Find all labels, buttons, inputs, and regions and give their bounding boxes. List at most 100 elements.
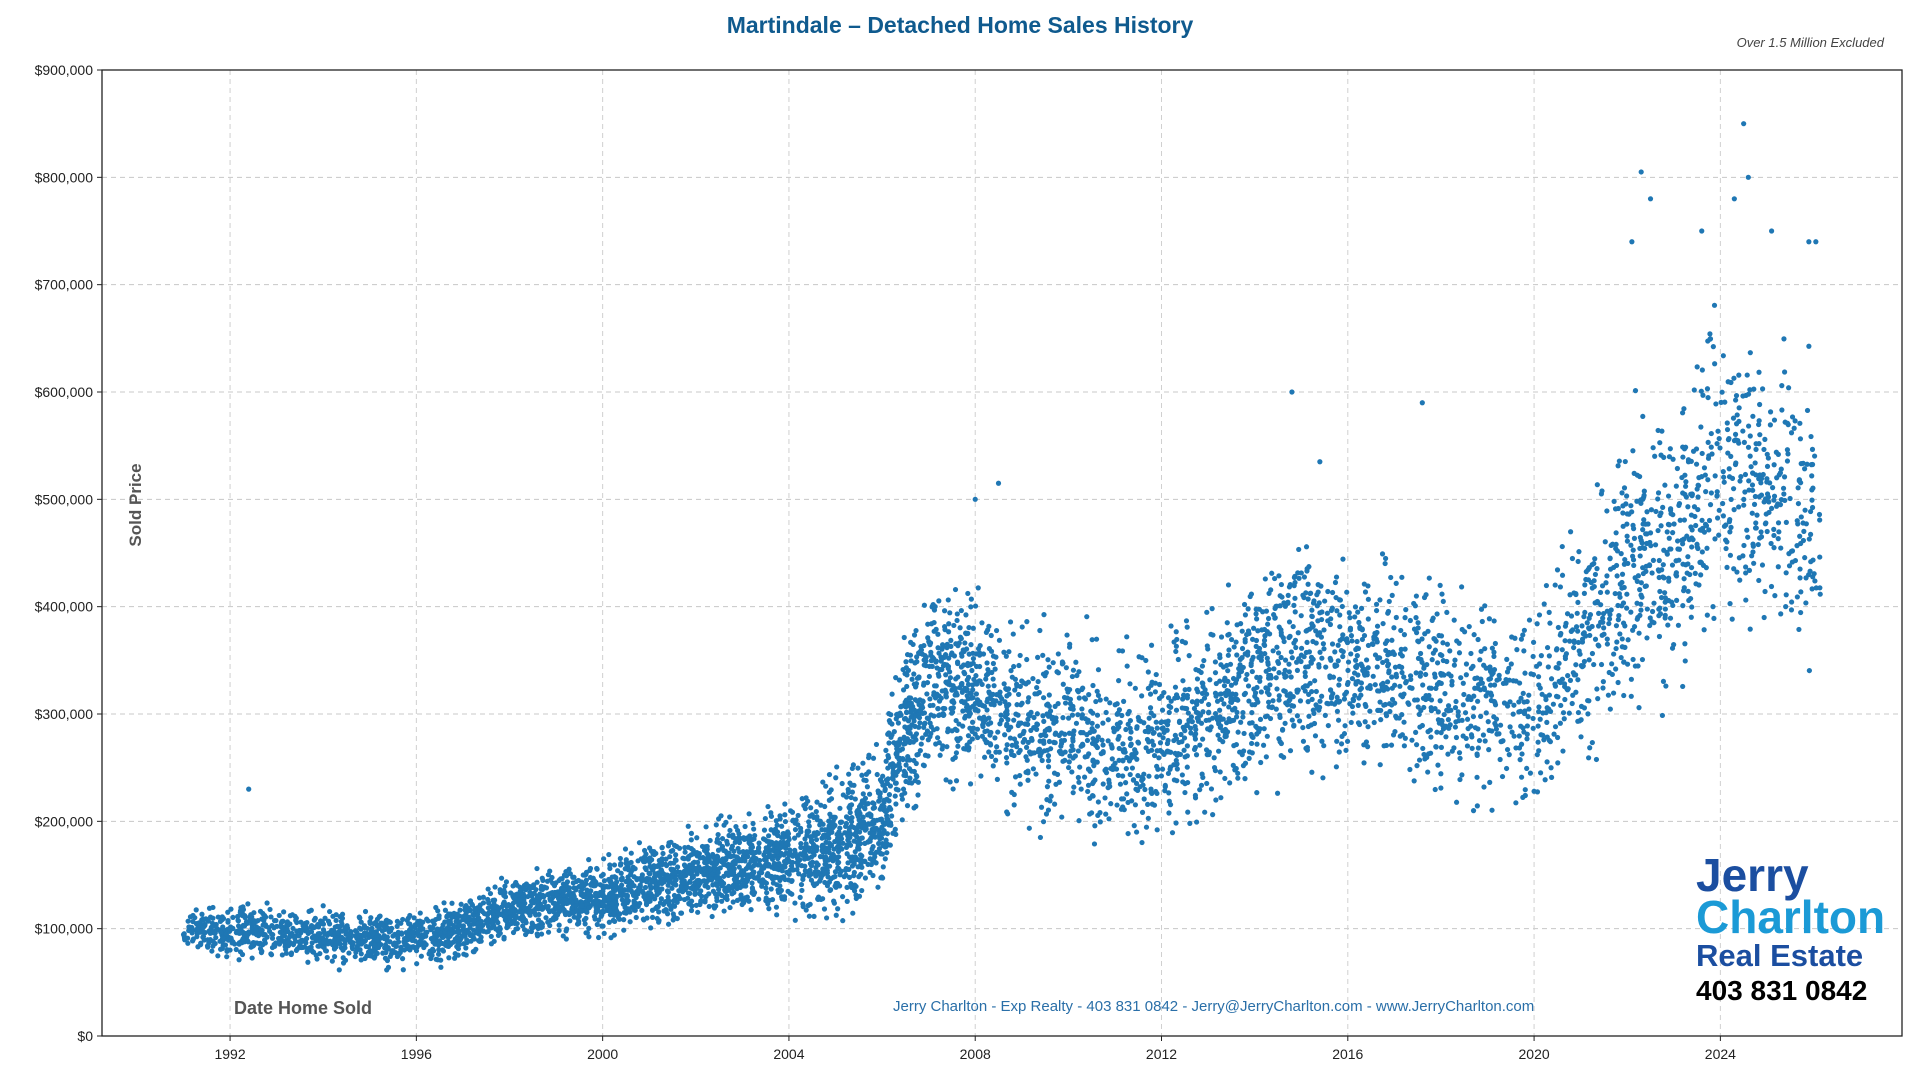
data-point	[925, 753, 931, 759]
data-point	[781, 858, 788, 865]
data-point	[1267, 682, 1273, 688]
data-point	[560, 933, 566, 939]
data-point	[893, 675, 899, 681]
data-point	[1257, 716, 1264, 723]
data-point	[1301, 574, 1308, 580]
data-point	[1032, 725, 1038, 731]
data-point	[1044, 711, 1050, 717]
data-point	[494, 910, 501, 916]
data-point	[675, 893, 682, 899]
data-point	[703, 824, 709, 830]
data-point	[706, 903, 712, 910]
data-point	[1327, 687, 1334, 693]
data-point	[251, 920, 257, 927]
data-point	[1114, 701, 1120, 707]
data-point	[1218, 634, 1225, 640]
data-point	[747, 833, 753, 839]
data-point	[931, 690, 937, 696]
data-point	[911, 718, 917, 724]
data-point	[630, 865, 637, 871]
data-point	[1241, 601, 1248, 608]
data-point	[372, 942, 378, 948]
data-point	[1189, 699, 1195, 705]
data-point	[715, 854, 721, 860]
data-point	[539, 886, 546, 893]
x-tick-label: 2016	[1332, 1046, 1363, 1062]
data-point	[1121, 698, 1127, 704]
data-point	[1348, 651, 1354, 657]
data-point	[293, 947, 299, 953]
data-point	[1038, 804, 1045, 810]
data-point	[1025, 711, 1032, 718]
data-point	[924, 691, 930, 697]
data-point	[1309, 769, 1315, 775]
y-tick-label: $800,000	[35, 169, 94, 185]
data-point	[584, 887, 590, 893]
data-point	[327, 908, 333, 915]
data-point	[1312, 733, 1319, 739]
data-point	[746, 837, 752, 844]
data-point	[819, 847, 825, 854]
data-point	[1118, 806, 1125, 812]
data-point	[769, 856, 776, 862]
data-point	[1076, 669, 1082, 675]
data-point	[269, 931, 275, 937]
data-point	[1008, 668, 1014, 674]
data-point	[1143, 657, 1149, 664]
data-point	[1103, 696, 1109, 702]
data-point	[980, 722, 986, 728]
data-point	[862, 824, 868, 830]
data-point	[435, 915, 441, 921]
x-tick-label: 2004	[773, 1046, 804, 1062]
data-point	[435, 908, 441, 914]
data-point	[471, 949, 477, 955]
data-point	[986, 689, 992, 695]
data-point	[1262, 642, 1268, 649]
data-point	[831, 816, 837, 822]
data-point	[591, 878, 598, 884]
data-point	[425, 918, 431, 924]
data-point	[745, 864, 751, 870]
data-point	[1217, 723, 1224, 729]
data-point	[799, 887, 805, 894]
data-point	[1152, 680, 1158, 686]
data-point	[688, 898, 695, 904]
data-point	[1278, 740, 1284, 747]
data-point	[1294, 713, 1300, 719]
data-point	[792, 917, 798, 923]
data-point	[1120, 758, 1126, 764]
data-point	[510, 883, 516, 889]
data-point	[332, 924, 338, 930]
data-point	[1193, 731, 1199, 737]
data-point	[1345, 659, 1352, 665]
data-point	[1355, 702, 1361, 708]
data-point	[405, 937, 411, 943]
x-tick-label: 2024	[1705, 1046, 1736, 1062]
data-point	[990, 763, 996, 769]
data-point	[622, 904, 628, 911]
data-point	[1230, 762, 1236, 768]
data-point	[1043, 669, 1049, 676]
data-point	[1124, 791, 1130, 797]
data-point	[1197, 742, 1203, 748]
data-point	[1009, 742, 1015, 748]
data-point	[970, 660, 976, 666]
data-point	[306, 945, 312, 951]
data-point	[849, 815, 855, 821]
data-point	[749, 858, 755, 864]
data-point	[619, 897, 625, 903]
data-point	[777, 816, 783, 822]
data-point	[1193, 752, 1200, 758]
data-point	[1252, 693, 1258, 699]
data-point	[1350, 710, 1356, 716]
data-point	[527, 889, 533, 896]
data-point	[880, 864, 886, 870]
data-point	[1338, 741, 1345, 747]
data-point	[1261, 637, 1268, 644]
data-point	[1127, 735, 1133, 742]
data-point	[1180, 678, 1186, 684]
data-point	[1141, 771, 1147, 777]
data-point	[882, 786, 888, 792]
data-point	[1286, 661, 1292, 667]
data-point	[1075, 774, 1081, 781]
